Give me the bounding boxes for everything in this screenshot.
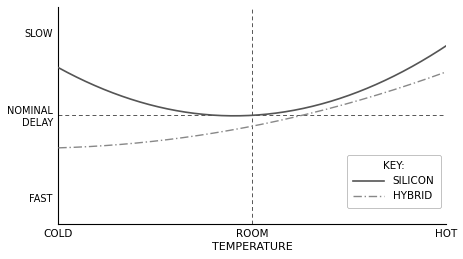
X-axis label: TEMPERATURE: TEMPERATURE [211,242,292,252]
Legend: SILICON, HYBRID: SILICON, HYBRID [346,155,440,208]
